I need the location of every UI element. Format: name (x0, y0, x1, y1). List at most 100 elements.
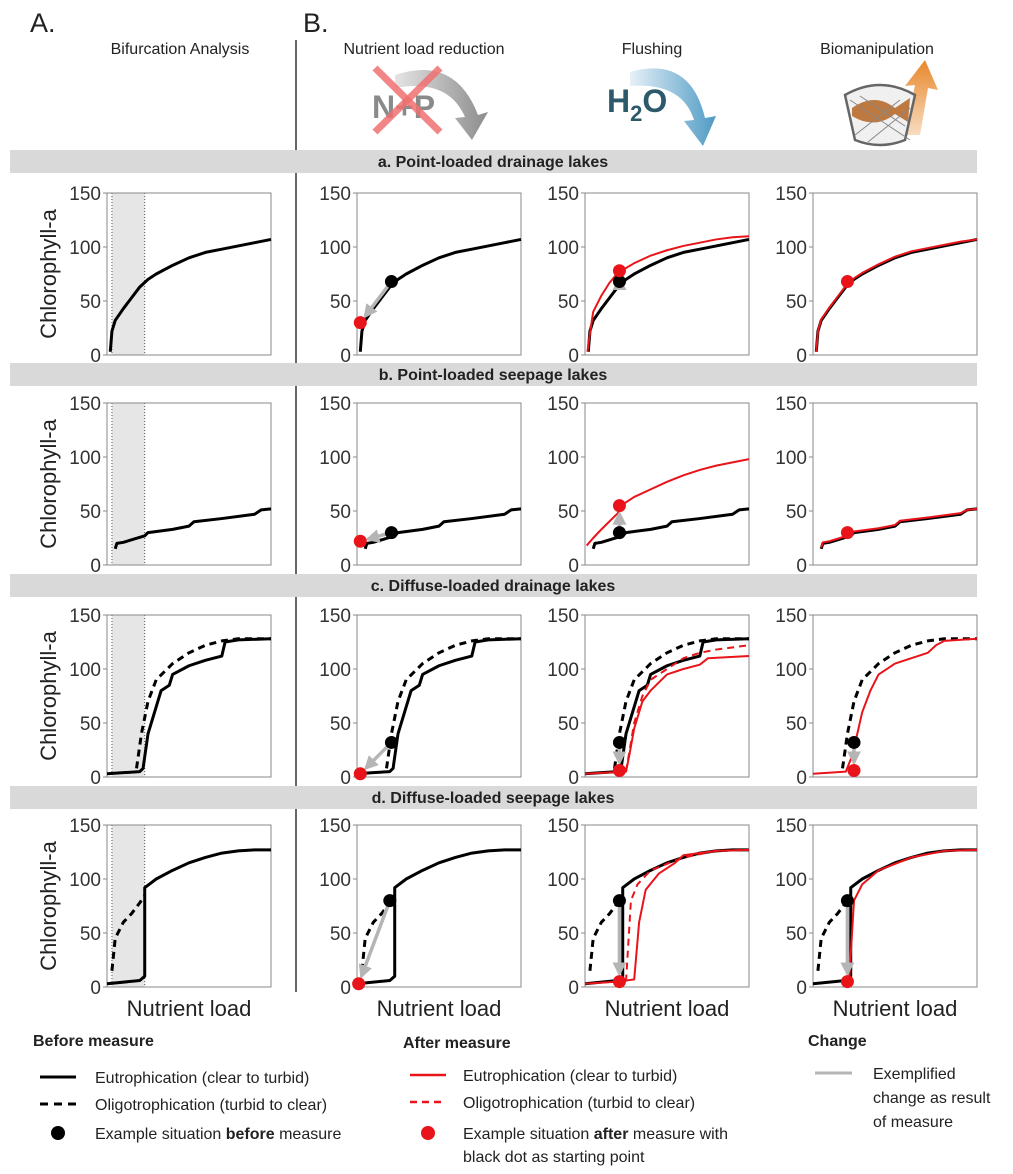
plot-frame (106, 614, 272, 778)
plot-frame (106, 192, 272, 356)
situation-dot (840, 975, 854, 989)
dashed-line (841, 637, 977, 769)
y-tick-label: 100 (319, 448, 351, 469)
dashed-line (110, 894, 146, 971)
y-tick-label: 0 (568, 346, 579, 367)
line (113, 507, 272, 550)
y-tick-label: 50 (786, 502, 807, 523)
plot-frame (356, 402, 522, 566)
legend-label: black dot as starting point (463, 1149, 645, 1166)
y-tick-label: 150 (547, 184, 579, 205)
y-tick-label: 100 (69, 238, 101, 259)
y-tick-label: 0 (796, 768, 807, 789)
y-tick-label: 150 (775, 606, 807, 627)
plot-frame (584, 402, 750, 566)
chart: 0 50 100 150 Chlorophyll-a (36, 394, 272, 577)
y-tick-label: 0 (568, 768, 579, 789)
legend-label: Eutrophication (clear to turbid) (95, 1070, 309, 1087)
y-tick-label: 150 (775, 184, 807, 205)
y-tick-label: 100 (775, 870, 807, 891)
legend-label: Eutrophication (clear to turbid) (463, 1068, 677, 1085)
line (356, 848, 521, 986)
chart: 0 50 100 150 (319, 184, 522, 367)
situation-dot (352, 977, 366, 991)
y-tick-label: 50 (558, 924, 579, 945)
y-tick-label: 50 (80, 924, 101, 945)
y-tick-label: 150 (319, 816, 351, 837)
y-tick-label: 0 (568, 978, 579, 999)
chart: 0 50 100 150 Nutrient load (775, 816, 978, 1021)
y-tick-label: 100 (775, 238, 807, 259)
y-tick-label: 150 (69, 184, 101, 205)
change-arrow (358, 899, 392, 979)
line (585, 458, 750, 547)
situation-dot (612, 264, 626, 278)
situation-dot (840, 894, 854, 908)
line (812, 637, 978, 775)
y-tick-label: 0 (340, 978, 351, 999)
chart: 0 50 100 150 (547, 394, 750, 577)
line (848, 848, 978, 982)
shaded-region (111, 193, 145, 355)
situation-dot (612, 526, 626, 540)
plot-frame (584, 824, 750, 988)
line (584, 655, 750, 775)
plot-frame (356, 192, 522, 356)
line (584, 848, 749, 986)
y-tick-label: 100 (775, 660, 807, 681)
situation-dot (840, 275, 854, 289)
situation-dot (353, 767, 367, 781)
legend-label: Exemplified (873, 1066, 956, 1083)
chart: 0 50 100 150 Nutrient load (547, 816, 750, 1021)
y-tick-label: 50 (80, 502, 101, 523)
legend-label: Example situation after measure with (463, 1126, 728, 1143)
dashed-line (613, 637, 749, 769)
chart: 0 50 100 150 (319, 606, 522, 789)
row-banner (10, 574, 977, 597)
legend-title: Before measure (33, 1033, 154, 1050)
legend: Before measure Eutrophication (clear to … (33, 1033, 991, 1166)
legend-label: of measure (873, 1114, 953, 1131)
y-tick-label: 50 (558, 292, 579, 313)
y-tick-label: 50 (786, 714, 807, 735)
icon-nutrient: N+P (372, 65, 488, 140)
icon-text: H2O (607, 83, 667, 126)
plot-frame (584, 614, 750, 778)
y-tick-label: 0 (90, 556, 101, 577)
y-tick-label: 100 (547, 238, 579, 259)
line (358, 237, 522, 352)
y-tick-label: 100 (69, 870, 101, 891)
row-title: a. Point-loaded drainage lakes (378, 154, 608, 171)
panel-label: B. (303, 8, 329, 38)
line (106, 848, 271, 986)
line (812, 848, 977, 986)
plot-frame (356, 614, 522, 778)
x-axis-label: Nutrient load (377, 996, 502, 1021)
legend-label: Oligotrophication (turbid to clear) (95, 1097, 327, 1114)
chart: 0 50 100 150 (547, 184, 750, 367)
y-tick-label: 50 (330, 502, 351, 523)
x-axis-label: Nutrient load (833, 996, 958, 1021)
column-title: Flushing (622, 41, 682, 58)
y-tick-label: 0 (568, 556, 579, 577)
panel-label: A. (30, 8, 56, 38)
y-tick-label: 0 (340, 556, 351, 577)
change-arrow (363, 280, 393, 319)
icon-biomanipulation (843, 60, 938, 147)
y-tick-label: 150 (775, 816, 807, 837)
y-tick-label: 150 (69, 394, 101, 415)
situation-dot (840, 526, 854, 540)
plot-frame (356, 824, 522, 988)
shaded-region (111, 825, 145, 987)
situation-dot (612, 764, 626, 778)
y-tick-label: 100 (775, 448, 807, 469)
plot-frame (812, 824, 978, 988)
y-tick-label: 150 (69, 816, 101, 837)
row-title: c. Diffuse-loaded drainage lakes (371, 578, 616, 595)
plot-frame (106, 402, 272, 566)
icon-flushing: H2O (607, 68, 716, 146)
y-axis-label: Chlorophyll-a (36, 418, 61, 548)
dashed-line (385, 637, 521, 769)
y-tick-label: 50 (330, 714, 351, 735)
chart: 0 50 100 150 Chlorophyll-a Nutrient load (36, 816, 272, 1021)
